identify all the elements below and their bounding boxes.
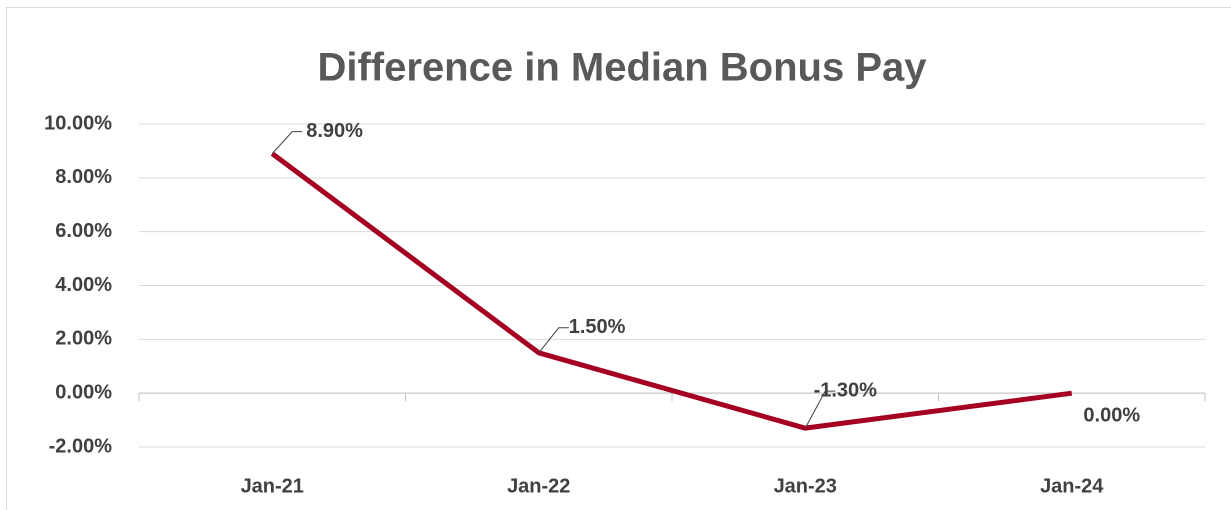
- leader-line: [538, 327, 569, 354]
- chart-border: [6, 7, 1231, 510]
- x-tick-label: Jan-24: [1040, 475, 1104, 497]
- leader-line: [271, 131, 303, 154]
- line: [270, 151, 1073, 431]
- y-tick-label: 2.00%: [55, 328, 112, 350]
- data-label: 1.50%: [569, 316, 626, 338]
- x-tick-label: Jan-21: [241, 475, 304, 497]
- data-label: 8.90%: [306, 120, 363, 142]
- y-tick-label: 4.00%: [55, 274, 112, 296]
- y-tick-label: -2.00%: [49, 435, 113, 457]
- y-tick-label: 0.00%: [55, 381, 112, 403]
- leader-line: [804, 390, 836, 429]
- data-label: 0.00%: [1083, 404, 1140, 426]
- x-tick-label: Jan-23: [774, 475, 837, 497]
- y-tick-label: 10.00%: [44, 112, 112, 134]
- data-label: -1.30%: [814, 379, 878, 401]
- chart-title: Difference in Median Bonus Pay: [317, 46, 927, 90]
- y-tick-label: 8.00%: [55, 166, 112, 188]
- y-tick-label: 6.00%: [55, 220, 112, 242]
- x-tick-label: Jan-22: [507, 475, 570, 497]
